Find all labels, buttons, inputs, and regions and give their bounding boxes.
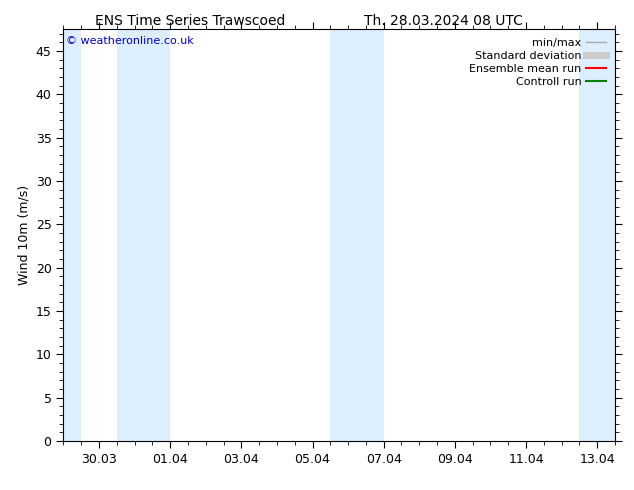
Legend: min/max, Standard deviation, Ensemble mean run, Controll run: min/max, Standard deviation, Ensemble me… (466, 35, 609, 90)
Bar (579, 29, 615, 441)
Bar (63, 29, 81, 441)
Text: © weatheronline.co.uk: © weatheronline.co.uk (66, 36, 194, 46)
Bar (330, 29, 384, 441)
Y-axis label: Wind 10m (m/s): Wind 10m (m/s) (17, 185, 30, 285)
Text: ENS Time Series Trawscoed: ENS Time Series Trawscoed (95, 14, 285, 28)
Bar (117, 29, 170, 441)
Text: Th. 28.03.2024 08 UTC: Th. 28.03.2024 08 UTC (365, 14, 523, 28)
